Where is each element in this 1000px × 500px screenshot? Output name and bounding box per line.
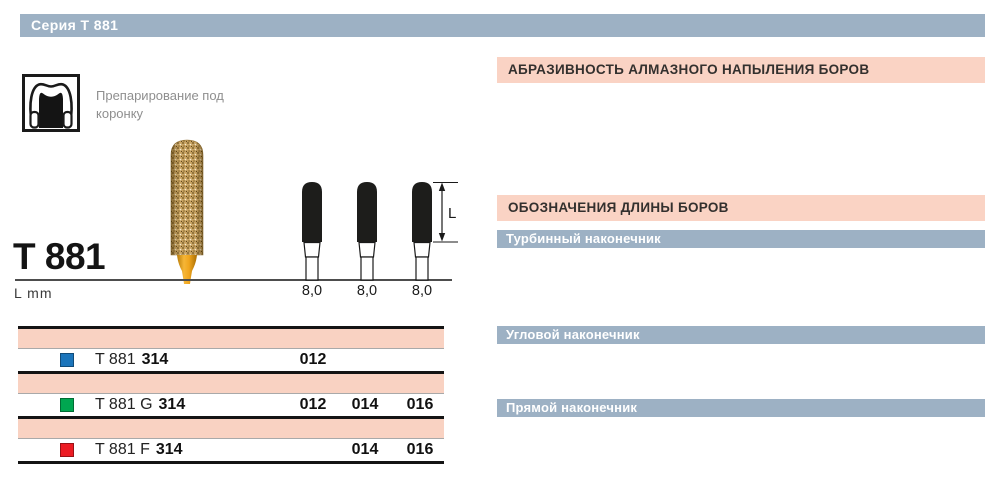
table-band bbox=[18, 374, 444, 394]
table-band bbox=[18, 329, 444, 349]
tip-length-2: 8,0 bbox=[356, 283, 378, 299]
tip-length-1: 8,0 bbox=[301, 283, 323, 299]
product-title: T 881 bbox=[13, 236, 106, 277]
size-cell: 016 bbox=[406, 441, 434, 458]
abrasiveness-section-header: АБРАЗИВНОСТЬ АЛМАЗНОГО НАПЫЛЕНИЯ БОРОВ bbox=[497, 57, 985, 83]
variant-row-coarse: T 881 G 314 012 014 016 bbox=[18, 371, 444, 416]
variant-shank: 314 bbox=[158, 396, 186, 413]
crown-prep-icon bbox=[22, 74, 80, 132]
indication-label: Препарирование под коронку bbox=[96, 88, 224, 122]
table-band bbox=[18, 419, 444, 439]
variant-row-standard: T 881 314 012 bbox=[18, 326, 444, 371]
table-row: T 881 F 314 014 016 bbox=[18, 439, 444, 461]
table-row: T 881 G 314 012 014 016 bbox=[18, 394, 444, 416]
table-row: T 881 314 012 bbox=[18, 349, 444, 371]
legend-item-ultrafine: U - ультрамелкая 10 μm — стандартная 105… bbox=[497, 93, 985, 109]
variant-prefix: T 881 F bbox=[95, 441, 150, 458]
size-cell: 012 bbox=[299, 396, 327, 413]
size-cell: 012 bbox=[299, 351, 327, 368]
diagram-baseline bbox=[15, 279, 452, 281]
group-header-straight: Прямой наконечник bbox=[497, 399, 985, 417]
size-cell: 014 bbox=[351, 441, 379, 458]
variant-shank: 314 bbox=[155, 441, 183, 458]
length-row: 313 короткий хвостовик, L=16 мм, D=1,6 м… bbox=[497, 252, 985, 270]
tip-length-3: 8,0 bbox=[411, 283, 433, 299]
legend-item-fine: F - мелкая 46 μm SG - сверхкрупная 180 μ… bbox=[497, 149, 985, 165]
length-row: 205 длинный хвостовик, L=26 мм, D=2,35 м… bbox=[497, 365, 985, 383]
length-row: 204 стандартный хвостовик, L=22 мм, D=2,… bbox=[497, 347, 985, 365]
lengths-section-header: ОБОЗНАЧЕНИЯ ДЛИНЫ БОРОВ bbox=[497, 195, 985, 221]
variant-name: T 881 G 314 bbox=[95, 394, 185, 416]
length-row: 314 стандартный хвостовик, L=19 мм, D=1,… bbox=[497, 270, 985, 288]
variant-row-fine: T 881 F 314 014 016 bbox=[18, 416, 444, 464]
variant-prefix: T 881 G bbox=[95, 396, 153, 413]
series-title: Серия T 881 bbox=[31, 17, 119, 33]
variant-name: T 881 F 314 bbox=[95, 439, 183, 461]
group-header-turbine: Турбинный наконечник bbox=[497, 230, 985, 248]
legend-item-extrafine: C - экстрамелкая 25 μm G - крупная 126-1… bbox=[497, 121, 985, 137]
variant-name: T 881 314 bbox=[95, 349, 168, 371]
length-row: 103 короткий хвостовик, L=34 мм, D=2,35 … bbox=[497, 421, 985, 439]
length-row: 316 экстра-длинный хвостовик, L=25 мм, D… bbox=[497, 306, 985, 324]
diamond-bur-image bbox=[167, 137, 207, 287]
unit-label: L mm bbox=[14, 285, 53, 301]
dimension-label: L bbox=[448, 205, 456, 222]
group-header-angled: Угловой наконечник bbox=[497, 326, 985, 344]
length-row: 105 длиный хвостовик, L=65 мм, D=2,35 мм bbox=[497, 457, 985, 475]
grit-color-swatch-blue bbox=[60, 353, 74, 367]
length-row: 104 стандартный хвостовик, L=44,5 мм, D=… bbox=[497, 439, 985, 457]
bur-outline-diagram: L bbox=[290, 178, 465, 284]
variant-prefix: T 881 bbox=[95, 351, 136, 368]
grit-color-swatch-green bbox=[60, 398, 74, 412]
size-cell: 016 bbox=[406, 396, 434, 413]
grit-color-swatch-red bbox=[60, 443, 74, 457]
length-row: 315 длинный хвостовик, L=21 мм, D=1,6 мм bbox=[497, 288, 985, 306]
size-cell: 014 bbox=[351, 396, 379, 413]
variant-shank: 314 bbox=[141, 351, 169, 368]
series-header-bar: Серия T 881 bbox=[20, 14, 985, 37]
